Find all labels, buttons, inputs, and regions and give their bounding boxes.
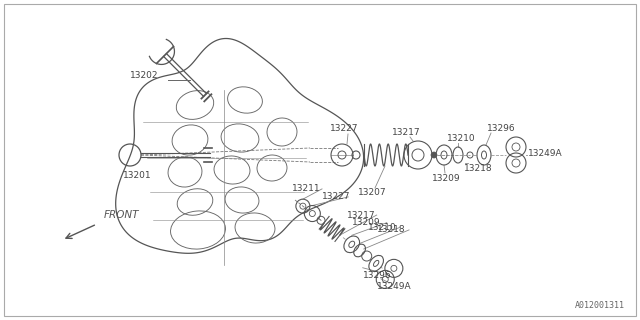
Text: 13210: 13210 bbox=[447, 133, 476, 142]
Text: 13249A: 13249A bbox=[377, 282, 412, 291]
Text: 13209: 13209 bbox=[352, 218, 380, 227]
Text: 13249A: 13249A bbox=[528, 148, 563, 157]
Text: 13296: 13296 bbox=[363, 271, 391, 280]
Text: 13210: 13210 bbox=[367, 223, 396, 232]
Text: 13217: 13217 bbox=[347, 211, 375, 220]
Text: A012001311: A012001311 bbox=[575, 301, 625, 310]
Text: 13218: 13218 bbox=[464, 164, 493, 172]
Circle shape bbox=[431, 152, 437, 158]
Text: 13227: 13227 bbox=[323, 192, 351, 201]
Text: 13207: 13207 bbox=[358, 188, 387, 196]
Text: 13201: 13201 bbox=[123, 171, 152, 180]
Text: 13209: 13209 bbox=[432, 173, 461, 182]
Text: 13227: 13227 bbox=[330, 124, 358, 132]
Text: 13218: 13218 bbox=[377, 225, 406, 235]
Text: 13217: 13217 bbox=[392, 127, 420, 137]
Text: 13202: 13202 bbox=[130, 70, 159, 79]
Text: FRONT: FRONT bbox=[104, 210, 140, 220]
Text: 13211: 13211 bbox=[292, 184, 321, 193]
Text: 13296: 13296 bbox=[487, 124, 516, 132]
